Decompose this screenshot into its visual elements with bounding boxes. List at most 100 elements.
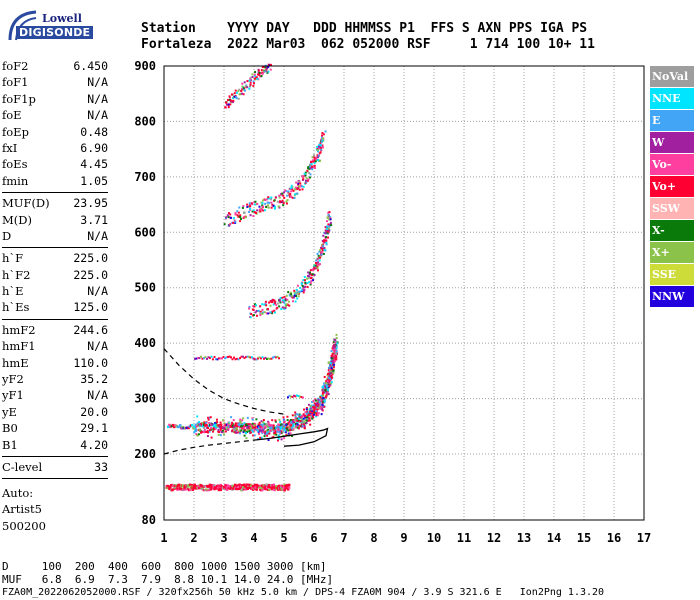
trace-point [279,420,282,423]
trace-point [332,345,335,348]
trace-point [255,76,258,79]
trace-point [323,384,326,387]
trace-point [234,212,237,215]
trace-point [314,406,317,409]
trace-point [280,432,283,435]
trace-point [223,433,226,436]
trace-point [293,293,296,296]
trace-point [284,299,287,302]
trace-point [335,333,338,336]
es-trace-point [190,486,194,489]
trace-point [283,307,286,310]
trace-point [223,223,226,226]
trace-point [267,428,270,431]
footer-file-info: FZA0M_2022062052000.RSF / 320fx256h 50 k… [2,587,605,598]
trace-point [230,416,233,419]
trace-point [250,428,253,431]
trace-point [335,336,338,339]
trace-point [271,312,274,315]
trace-point [318,145,321,148]
trace-point [312,400,315,403]
axis-ticks: 1 2 3 4 5 6 7 8 9 10 11 12 13 14 15 16 17802003004005006… [134,59,651,545]
trace-point [282,430,285,433]
param-value: N/A [87,108,108,123]
f-band-point [195,357,198,360]
param-row: hmF2 244.6 [2,322,108,338]
f-band-point [266,357,268,360]
trace-point [253,303,256,306]
trace-point [321,404,324,407]
trace-point [296,290,299,293]
trace-point [278,299,281,302]
trace-point [316,154,319,157]
trace-point [294,418,297,421]
trace-point [294,193,297,196]
trace-point [327,236,330,239]
trace-point [263,311,266,314]
trace-point [336,342,339,345]
trace-point [325,391,328,394]
f-band-point [252,357,255,360]
trace-point [233,431,236,434]
trace-point [276,439,279,442]
trace-point [325,393,328,396]
trace-point [241,419,244,422]
trace-point [276,302,279,305]
trace-point [277,437,280,440]
trace-point [268,64,271,67]
trace-point [263,435,266,438]
trace-point [318,143,321,146]
trace-point [305,177,308,180]
trace-point [279,301,282,304]
trace-point [261,312,264,315]
trace-point [282,299,285,302]
f-band-point [242,426,246,430]
f-band-point [291,395,294,398]
trace-point [238,429,241,432]
trace-point [286,415,289,418]
es-trace-point [238,487,241,490]
trace-point [258,421,261,424]
trace-point [331,353,334,356]
f-band-point [264,356,267,359]
trace-point [267,421,270,424]
trace-point [307,167,310,170]
param-value: 1.05 [80,173,108,188]
trace-point [273,433,276,436]
f-band-point [198,357,201,360]
es-trace-point [225,488,229,491]
trace-point [240,89,243,92]
trace-point [266,71,269,74]
f-band-point [287,396,289,399]
trace-point [256,428,259,431]
trace-point [287,429,290,432]
trace-point [248,424,251,427]
trace-point [257,71,260,74]
param-label: yF2 [2,372,24,387]
trace-point [249,205,252,208]
legend-item: W [650,132,694,153]
trace-point [296,419,299,422]
f-band-point [229,425,232,428]
trace-point [262,71,265,74]
trace-point [301,424,304,427]
param-row: hmF1 N/A [2,338,108,354]
trace-point [271,310,274,313]
trace-point [274,196,277,199]
trace-point [312,279,315,282]
es-trace-point [213,484,216,487]
trace-point [299,286,302,289]
trace-point [323,399,326,402]
trace-point [299,182,302,185]
trace-point [217,433,220,436]
trace-point [318,263,321,266]
f-band-point [245,423,248,427]
f-band-point [255,358,258,361]
es-trace-point [239,486,242,489]
trace-point [321,249,324,252]
trace-point [295,291,298,294]
trace-point [328,380,331,383]
trace-point [316,408,319,411]
param-row: foEs 4.45 [2,156,108,172]
footer-muf: MUF 6.8 6.9 7.3 7.9 8.8 10.1 14.0 24.0 [… [2,573,334,586]
